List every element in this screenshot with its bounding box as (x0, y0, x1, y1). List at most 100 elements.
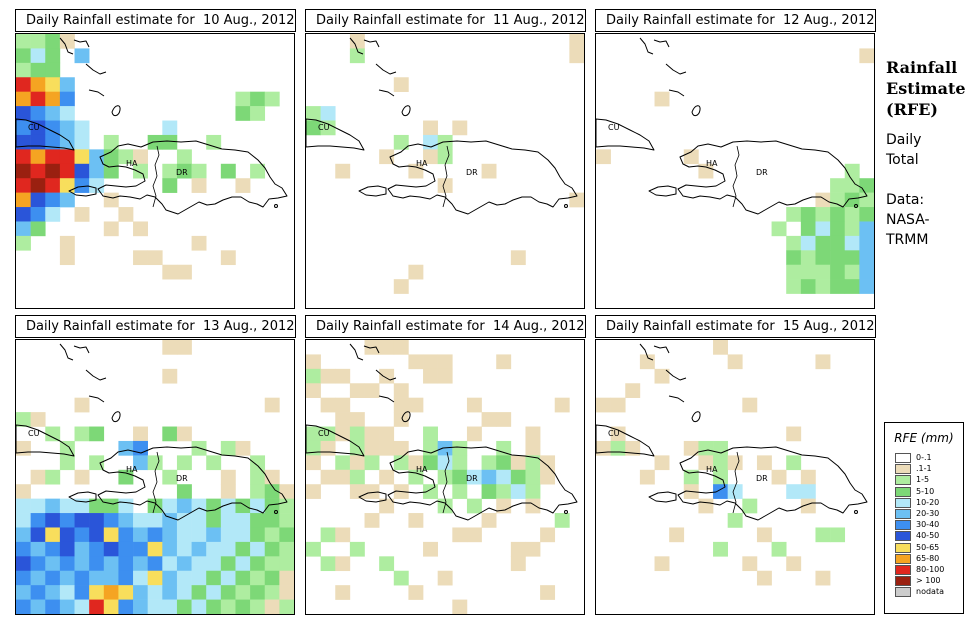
rainfall-cell (525, 426, 541, 442)
rainfall-cell (103, 513, 119, 528)
rainfall-cell (306, 455, 321, 471)
rainfall-cell (786, 426, 802, 442)
rainfall-cell (162, 556, 178, 572)
rainfall-cell (683, 469, 699, 485)
rainfall-cell (133, 570, 148, 586)
rainfall-cell (45, 585, 61, 600)
rainfall-cell (466, 498, 482, 514)
rainfall-cell (191, 585, 207, 600)
rainfall-cell (162, 585, 178, 600)
rainfall-cell (437, 178, 453, 193)
rainfall-cell (423, 541, 438, 557)
rainfall-map-3[interactable]: CU HA DR (595, 33, 875, 309)
bahamas-island (88, 395, 105, 403)
rainfall-cell (45, 541, 61, 557)
rainfall-cell (89, 178, 105, 193)
bahamas-island (349, 343, 364, 361)
rainfall-cell (525, 498, 541, 514)
rainfall-cell (250, 163, 266, 179)
rainfall-map-4[interactable]: CU HA DR (15, 339, 295, 615)
rainfall-cell (452, 455, 468, 471)
rainfall-cell (393, 134, 409, 150)
rainfall-cell (74, 599, 90, 614)
label-dr: DR (176, 474, 188, 483)
hispaniola-outline (677, 446, 868, 521)
hispaniola-outline (677, 140, 868, 215)
rainfall-map-2[interactable]: CU HA DR (305, 33, 585, 309)
jamaica-outline (358, 185, 387, 197)
country-border (442, 145, 450, 208)
rainfall-cell (59, 527, 75, 543)
rainfall-cell (496, 354, 512, 370)
rainfall-map-1[interactable]: CU HA DR (15, 33, 295, 309)
rainfall-cell (437, 570, 453, 586)
rainfall-cell (349, 426, 365, 442)
panel-title-3: Daily Rainfall estimate for 12 Aug., 201… (595, 9, 876, 32)
rainfall-cell (220, 556, 236, 572)
legend-item: 65-80 (885, 553, 963, 564)
rain-cells (306, 34, 584, 294)
rainfall-cell (30, 412, 46, 427)
rainfall-cell (220, 498, 236, 514)
rainfall-cell (698, 440, 714, 456)
rainfall-cell (220, 440, 236, 456)
cuba-outline (306, 118, 365, 151)
label-dr: DR (466, 474, 478, 483)
rainfall-cell (713, 440, 728, 456)
rainfall-cell (16, 91, 31, 107)
rainfall-map-5[interactable]: CU HA DR (305, 339, 585, 615)
rainfall-map-6[interactable]: CU HA DR (595, 339, 875, 615)
rainfall-cell (103, 134, 119, 150)
cuba-outline (596, 118, 655, 151)
rainfall-cell (176, 541, 192, 557)
legend-swatch (895, 553, 911, 564)
rainfall-cell (220, 585, 236, 600)
rainfall-cell (30, 48, 46, 64)
rainfall-cell (264, 484, 280, 499)
rainfall-cell (349, 455, 365, 471)
rainfall-cell (279, 513, 294, 528)
rainfall-cell (30, 91, 46, 107)
rainfall-cell (74, 585, 90, 600)
rainfall-cell (379, 556, 395, 572)
rainfall-cell (118, 513, 134, 528)
rainfall-cell (800, 250, 816, 266)
rainfall-cell (103, 599, 119, 614)
rainfall-cell (176, 149, 192, 165)
rainfall-cell (206, 541, 222, 557)
rainfall-cell (379, 440, 395, 456)
rainfall-cell (408, 455, 424, 471)
rainfall-cell (569, 34, 584, 49)
rainfall-cell (859, 264, 874, 280)
rainfall-cell (103, 192, 119, 208)
rainfall-cell (133, 527, 148, 543)
rainfall-cell (16, 163, 31, 179)
rainfall-cell (393, 397, 409, 413)
jamaica-outline (68, 185, 97, 197)
rainfall-cell (162, 570, 178, 586)
rainfall-cell (349, 383, 365, 398)
rainfall-cell (30, 556, 46, 572)
rainfall-cell (830, 264, 846, 280)
rainfall-cell (133, 149, 148, 165)
rainfall-cell (830, 178, 846, 193)
rainfall-cell (59, 585, 75, 600)
rainfall-cell (844, 235, 860, 251)
rainfall-cell (191, 163, 207, 179)
rainfall-cell (206, 455, 222, 471)
rainfall-cell (133, 513, 148, 528)
jamaica-outline (68, 491, 97, 503)
rainfall-cell (191, 570, 207, 586)
rainfall-cell (669, 527, 685, 543)
small-island (854, 510, 858, 514)
rainfall-cell (45, 178, 61, 193)
rainfall-cell (45, 91, 61, 107)
rainfall-cell (59, 91, 75, 107)
bahamas-island (85, 369, 107, 381)
rainfall-cell (133, 599, 148, 614)
rainfall-cell (830, 192, 846, 208)
rainfall-cell (59, 513, 75, 528)
rainfall-cell (89, 556, 105, 572)
rainfall-cell (264, 91, 280, 107)
rainfall-cell (639, 354, 655, 370)
